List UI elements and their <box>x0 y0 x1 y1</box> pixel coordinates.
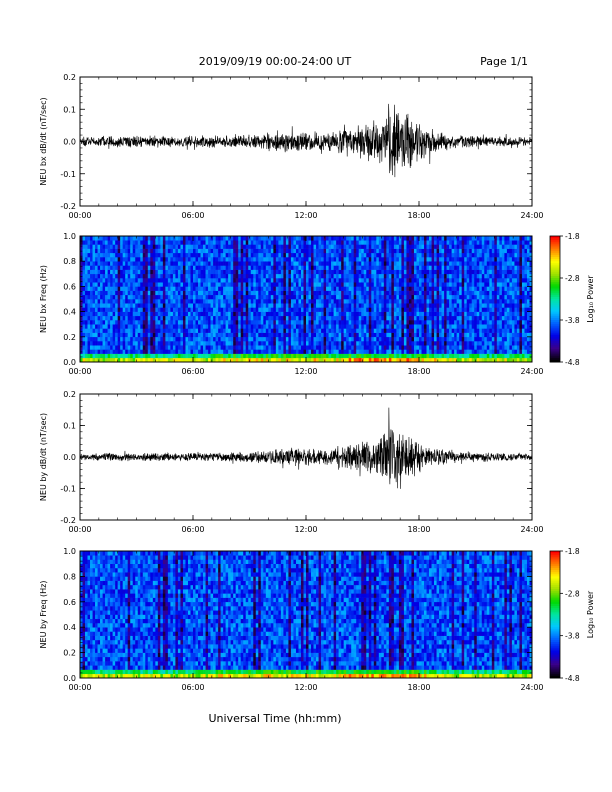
y-tick-label: 0.6 <box>63 598 76 607</box>
trace-line <box>79 407 533 489</box>
x-tick-label: 12:00 <box>294 211 317 220</box>
y-tick-label: 0.2 <box>63 73 76 82</box>
x-tick-label: 12:00 <box>294 367 317 376</box>
y-tick-label: -0.2 <box>60 516 76 525</box>
page-title: 2019/09/19 00:00-24:00 UT <box>199 55 352 68</box>
y-tick-label: 0.0 <box>63 358 76 367</box>
colorbar-tick-label: -1.8 <box>565 547 580 556</box>
x-tick-label: 06:00 <box>181 683 204 692</box>
colorbar-label: Log₁₀ Power <box>586 590 595 638</box>
x-tick-label: 18:00 <box>407 367 430 376</box>
y-tick-label: 0.2 <box>63 390 76 399</box>
y-tick-label: 0.0 <box>63 674 76 683</box>
x-tick-label: 06:00 <box>181 367 204 376</box>
x-tick-label: 18:00 <box>407 525 430 534</box>
spectrogram-cells <box>80 551 533 679</box>
panel-bx-spectrogram: -1.8 -2.8 -3.8 -4.8 Log₁₀ Power 0.0 0.2 0.4 0.6 0… <box>39 232 595 376</box>
x-tick-label: 24:00 <box>520 683 543 692</box>
y-tick-label: 0.1 <box>63 422 76 431</box>
panel-by-spectrogram: -1.8 -2.8 -3.8 -4.8 Log₁₀ Power 0.0 0.2 0.4 0.6 0… <box>39 547 595 692</box>
y-tick-label: -0.1 <box>60 485 76 494</box>
colorbar: -1.8 -2.8 -3.8 -4.8 Log₁₀ Power <box>549 232 595 367</box>
x-tick-label: 24:00 <box>520 211 543 220</box>
y-axis-label: NEU bx Freq (Hz) <box>39 265 48 333</box>
y-tick-label: 0.6 <box>63 282 76 291</box>
page-number: Page 1/1 <box>480 55 528 68</box>
y-tick-label: 1.0 <box>63 232 76 241</box>
y-tick-label: 1.0 <box>63 547 76 556</box>
x-tick-label: 06:00 <box>181 211 204 220</box>
y-tick-label: 0.0 <box>63 453 76 462</box>
x-tick-label: 12:00 <box>294 525 317 534</box>
y-tick-label: 0.2 <box>63 649 76 658</box>
y-tick-label: 0.2 <box>63 333 76 342</box>
x-tick-label: 00:00 <box>68 525 91 534</box>
x-axis-label: Universal Time (hh:mm) <box>209 712 342 725</box>
x-tick-label: 12:00 <box>294 683 317 692</box>
panel-by-trace: -0.2 -0.1 0.0 0.1 0.2 00:00 06:00 12:00 18:00 24:… <box>39 390 544 534</box>
colorbar-label: Log₁₀ Power <box>586 275 595 323</box>
colorbar-tick-label: -3.8 <box>565 632 580 641</box>
y-tick-label: -0.1 <box>60 170 76 179</box>
colorbar-tick-label: -3.8 <box>565 316 580 325</box>
x-tick-label: 00:00 <box>68 367 91 376</box>
y-tick-label: 0.4 <box>63 308 76 317</box>
y-axis-label: NEU by Freq (Hz) <box>39 581 48 649</box>
x-tick-label: 00:00 <box>68 683 91 692</box>
x-tick-label: 24:00 <box>520 367 543 376</box>
x-tick-label: 00:00 <box>68 211 91 220</box>
y-axis-label: NEU by dB/dt (nT/sec) <box>39 413 48 501</box>
colorbar-tick-label: -2.8 <box>565 274 580 283</box>
y-tick-label: 0.1 <box>63 105 76 114</box>
colorbar-tick-label: -2.8 <box>565 589 580 598</box>
y-tick-label: 0.0 <box>63 138 76 147</box>
y-axis-label: NEU bx dB/dt (nT/sec) <box>39 97 48 185</box>
trace-line <box>79 103 533 178</box>
y-tick-label: 0.8 <box>63 257 76 266</box>
x-tick-label: 18:00 <box>407 211 430 220</box>
colorbar-tick-label: -4.8 <box>565 358 580 367</box>
panel-bx-trace: -0.2 -0.1 0.0 0.1 0.2 00:00 06:00 12:00 18:00 24:… <box>39 73 544 220</box>
y-tick-label: -0.2 <box>60 202 76 211</box>
x-tick-label: 24:00 <box>520 525 543 534</box>
colorbar-tick-label: -4.8 <box>565 674 580 683</box>
y-tick-label: 0.4 <box>63 623 76 632</box>
x-tick-label: 18:00 <box>407 683 430 692</box>
x-tick-label: 06:00 <box>181 525 204 534</box>
colorbar: -1.8 -2.8 -3.8 -4.8 Log₁₀ Power <box>549 547 595 683</box>
colorbar-tick-label: -1.8 <box>565 232 580 241</box>
y-tick-label: 0.8 <box>63 572 76 581</box>
spectrogram-cells <box>80 236 533 363</box>
